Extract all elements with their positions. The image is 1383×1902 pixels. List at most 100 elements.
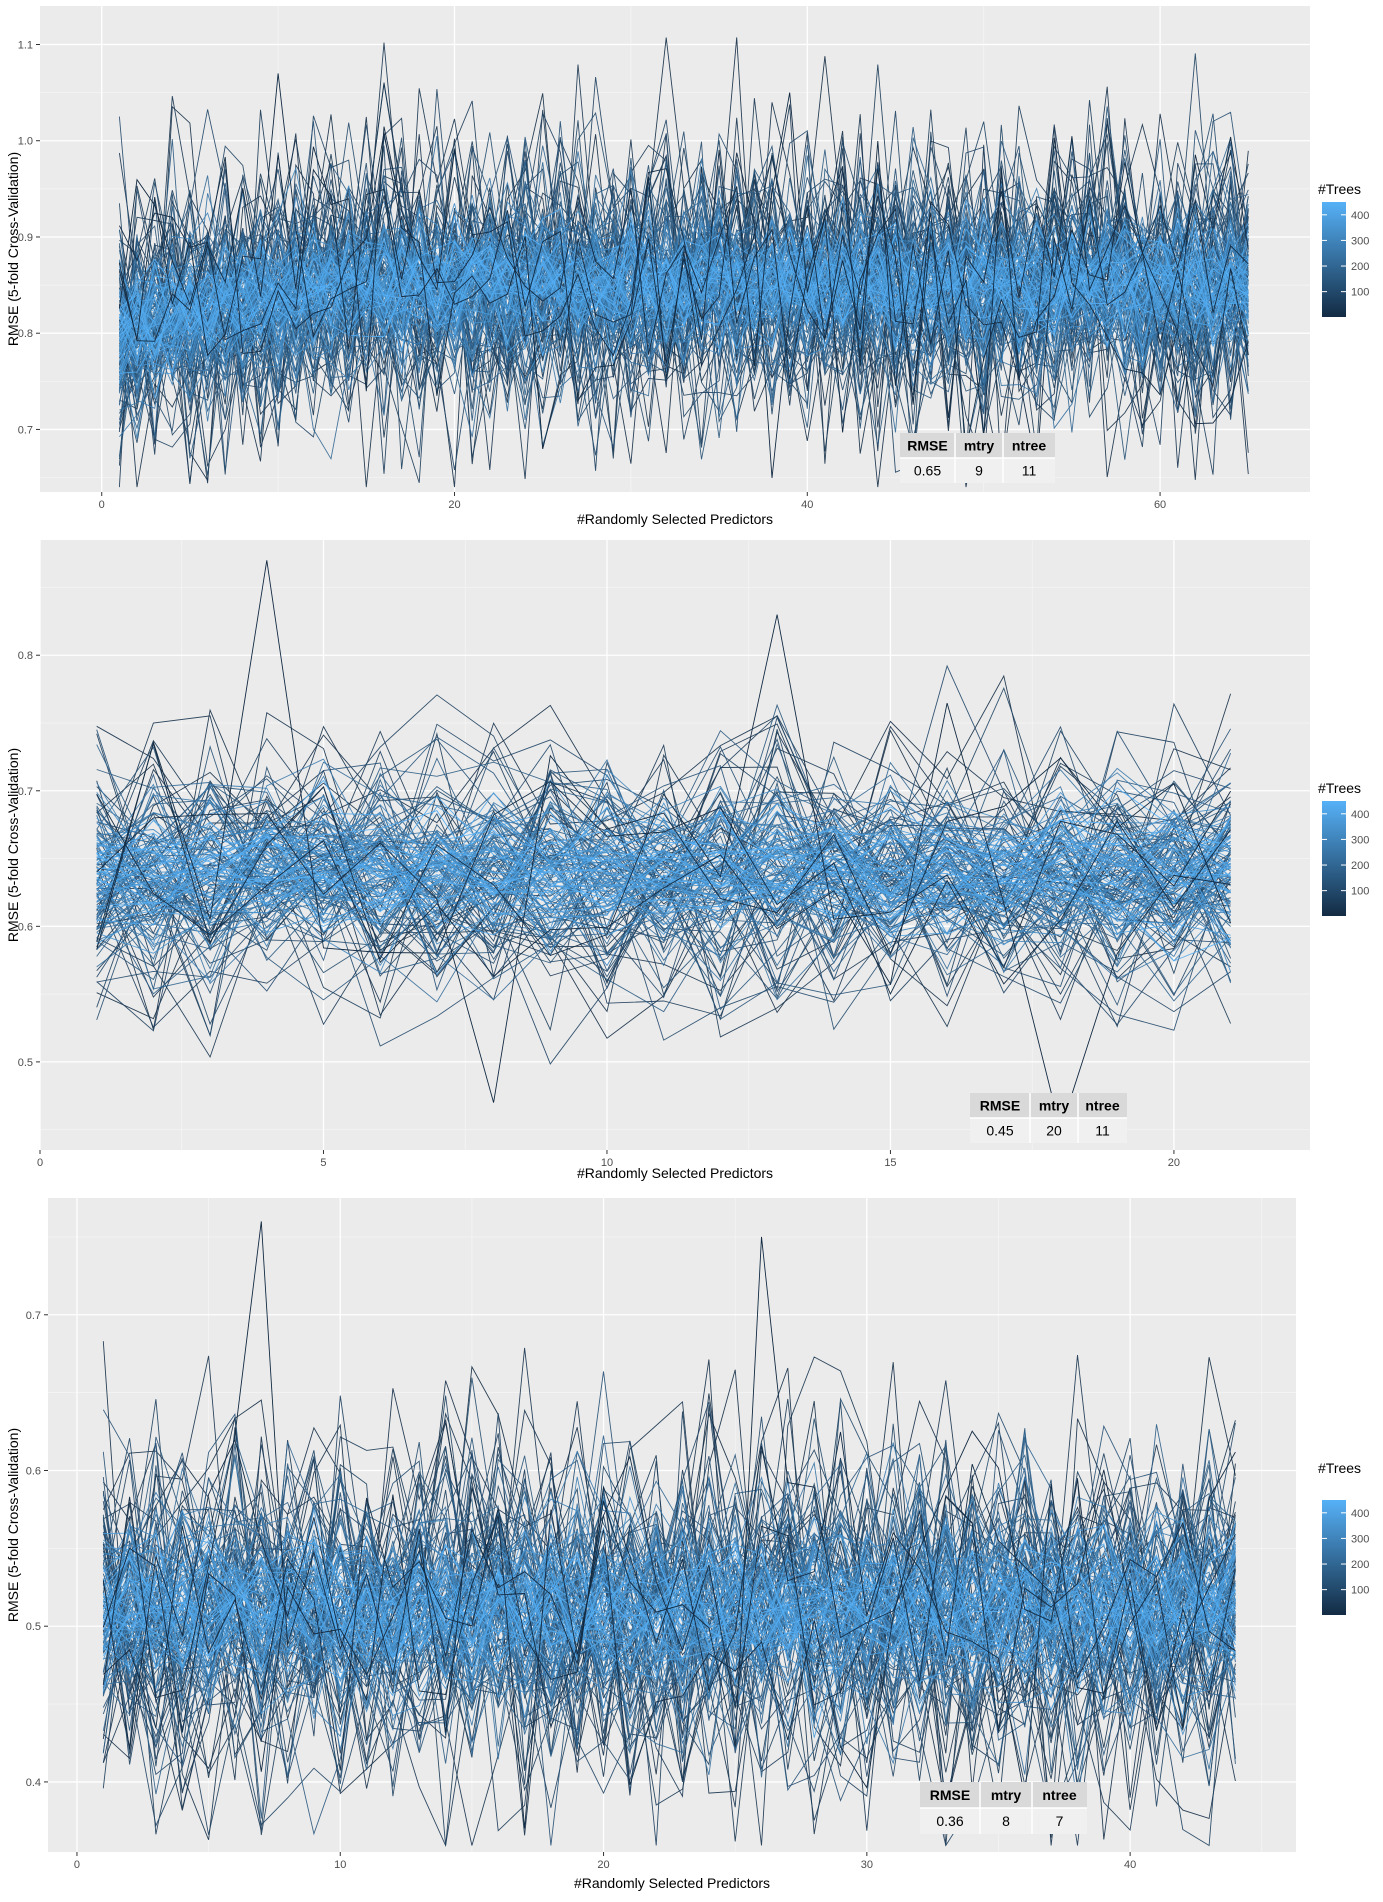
series-lines: [118, 37, 1249, 488]
best-result-table: RMSE 0.45 mtry 20 ntree 11: [970, 1093, 1127, 1143]
legend-colorbar: [1322, 202, 1346, 317]
table-value-cell: [955, 458, 1003, 483]
series-line: [96, 831, 1231, 912]
series-line: [96, 797, 1231, 916]
x-tick-label: 30: [861, 1859, 873, 1871]
series-line-spike: [96, 754, 1232, 1103]
series-line: [103, 1532, 1236, 1677]
series-line-spike: [118, 126, 1249, 468]
table-value-mtry: 9: [975, 463, 983, 479]
series-line: [103, 1537, 1236, 1697]
table-value-mtry: 20: [1046, 1123, 1062, 1139]
y-tick-label: 1.1: [18, 39, 33, 51]
table-header-mtry: mtry: [1039, 1098, 1070, 1114]
series-line: [96, 829, 1231, 926]
table-value-cell: [1003, 458, 1055, 483]
x-tick-label: 40: [1124, 1859, 1136, 1871]
legend-tick-label: 200: [1351, 1559, 1369, 1571]
table-value-cell: [920, 1808, 980, 1834]
series-line: [119, 233, 1249, 357]
series-line-spike: [96, 614, 1231, 969]
x-tick-label: 40: [801, 499, 813, 511]
series-line: [96, 819, 1231, 914]
series-line: [102, 1540, 1236, 1671]
series-line: [96, 820, 1231, 936]
table-header-cell: [980, 1782, 1032, 1808]
table-value-cell: [900, 458, 955, 483]
series-line: [102, 1552, 1236, 1672]
series-line: [102, 1517, 1236, 1684]
y-tick-label: 0.6: [18, 921, 33, 933]
y-tick-label: 0.7: [18, 424, 33, 436]
series-line-spike: [96, 702, 1231, 1132]
y-tick-label: 0.6: [26, 1466, 41, 1478]
series-line: [96, 786, 1231, 959]
series-line: [96, 827, 1231, 913]
series-line-spike: [102, 1431, 1236, 1798]
series-line: [118, 251, 1249, 372]
series-line: [119, 208, 1249, 358]
table-header-rmse: RMSE: [930, 1787, 970, 1803]
series-line: [102, 1533, 1236, 1671]
table-value-ntree: 7: [1056, 1813, 1064, 1829]
series-line: [102, 1416, 1236, 1760]
series-line: [96, 746, 1231, 1038]
y-tick-label: 1.0: [18, 136, 33, 148]
table-header-cell: [920, 1782, 980, 1808]
table-header-ntree: ntree: [1012, 438, 1046, 454]
series-line: [96, 810, 1231, 909]
series-line: [119, 230, 1249, 370]
y-axis-title: RMSE (5-fold Cross-Validation): [5, 152, 21, 346]
legend-title: #Trees: [1318, 780, 1361, 796]
series-line: [96, 804, 1231, 924]
x-tick-label: 10: [601, 1157, 613, 1169]
table-value-cell: [1078, 1118, 1127, 1143]
series-line: [102, 1492, 1236, 1836]
table-header-cell: [900, 433, 955, 458]
series-line: [96, 840, 1231, 931]
x-axis-title: #Randomly Selected Predictors: [574, 1875, 770, 1891]
table-value-ntree: 11: [1022, 463, 1037, 479]
series-line: [102, 1539, 1236, 1661]
legend-tick-label: 300: [1351, 834, 1369, 846]
chart-panel-2: 0 5 10 15 20 0.5 0.6 0.7 0.8 #Randomly Selected P…: [5, 540, 1369, 1181]
y-tick-label: 0.5: [26, 1621, 41, 1633]
x-tick-label: 0: [74, 1859, 80, 1871]
series-line: [96, 779, 1231, 915]
series-line: [96, 814, 1231, 930]
series-line: [118, 250, 1249, 461]
y-axis-title: RMSE (5-fold Cross-Validation): [5, 748, 21, 942]
x-tick-label: 20: [1168, 1157, 1180, 1169]
y-tick-label: 0.9: [18, 232, 33, 244]
chart-panel-3: 0 10 20 30 40 0.4 0.5 0.6 0.7 #Randomly Selected …: [5, 1198, 1369, 1891]
legend-trees: #Trees 100 200 300 400: [1318, 780, 1369, 916]
table-header-cell: [1030, 1093, 1078, 1118]
series-line-spike: [118, 73, 1249, 479]
legend-colorbar: [1322, 801, 1346, 916]
x-tick-label: 60: [1154, 499, 1166, 511]
table-value-rmse: 0.36: [936, 1813, 963, 1829]
series-line: [102, 1556, 1236, 1692]
series-lines: [102, 1221, 1236, 1848]
series-line: [96, 758, 1231, 941]
legend-tick-label: 100: [1351, 287, 1369, 299]
series-lines: [96, 560, 1232, 1132]
series-line-spike: [96, 560, 1231, 995]
x-axis-title: #Randomly Selected Predictors: [577, 511, 773, 527]
y-tick-label: 0.4: [26, 1777, 41, 1789]
series-line: [96, 772, 1231, 967]
table-header-rmse: RMSE: [980, 1098, 1020, 1114]
series-line-spike: [102, 1236, 1236, 1772]
legend-title: #Trees: [1318, 1460, 1361, 1476]
table-header-mtry: mtry: [964, 438, 995, 454]
legend-tick-label: 100: [1351, 886, 1369, 898]
series-line: [103, 1476, 1236, 1669]
series-line: [96, 787, 1231, 890]
x-tick-label: 20: [597, 1859, 609, 1871]
table-header-cell: [1032, 1782, 1087, 1808]
series-line: [103, 1521, 1236, 1678]
series-line: [103, 1538, 1236, 1654]
table-value-ntree: 11: [1095, 1123, 1110, 1139]
series-line-spike: [118, 92, 1249, 449]
